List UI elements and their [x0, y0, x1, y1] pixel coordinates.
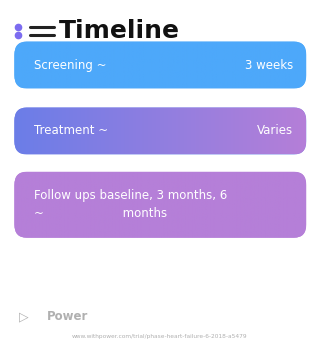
Text: Power: Power [46, 310, 88, 323]
Text: 3 weeks: 3 weeks [245, 59, 293, 71]
Text: www.withpower.com/trial/phase-heart-failure-6-2018-a5479: www.withpower.com/trial/phase-heart-fail… [72, 334, 248, 339]
Text: Treatment ~: Treatment ~ [34, 125, 108, 137]
Text: Follow ups baseline, 3 months, 6
~                     months: Follow ups baseline, 3 months, 6 ~ month… [34, 189, 227, 220]
Text: Screening ~: Screening ~ [34, 59, 106, 71]
Text: ▷: ▷ [19, 310, 29, 323]
FancyBboxPatch shape [14, 42, 306, 88]
Text: Timeline: Timeline [59, 19, 180, 43]
FancyBboxPatch shape [14, 108, 306, 154]
Text: Varies: Varies [257, 125, 293, 137]
FancyBboxPatch shape [14, 172, 306, 238]
